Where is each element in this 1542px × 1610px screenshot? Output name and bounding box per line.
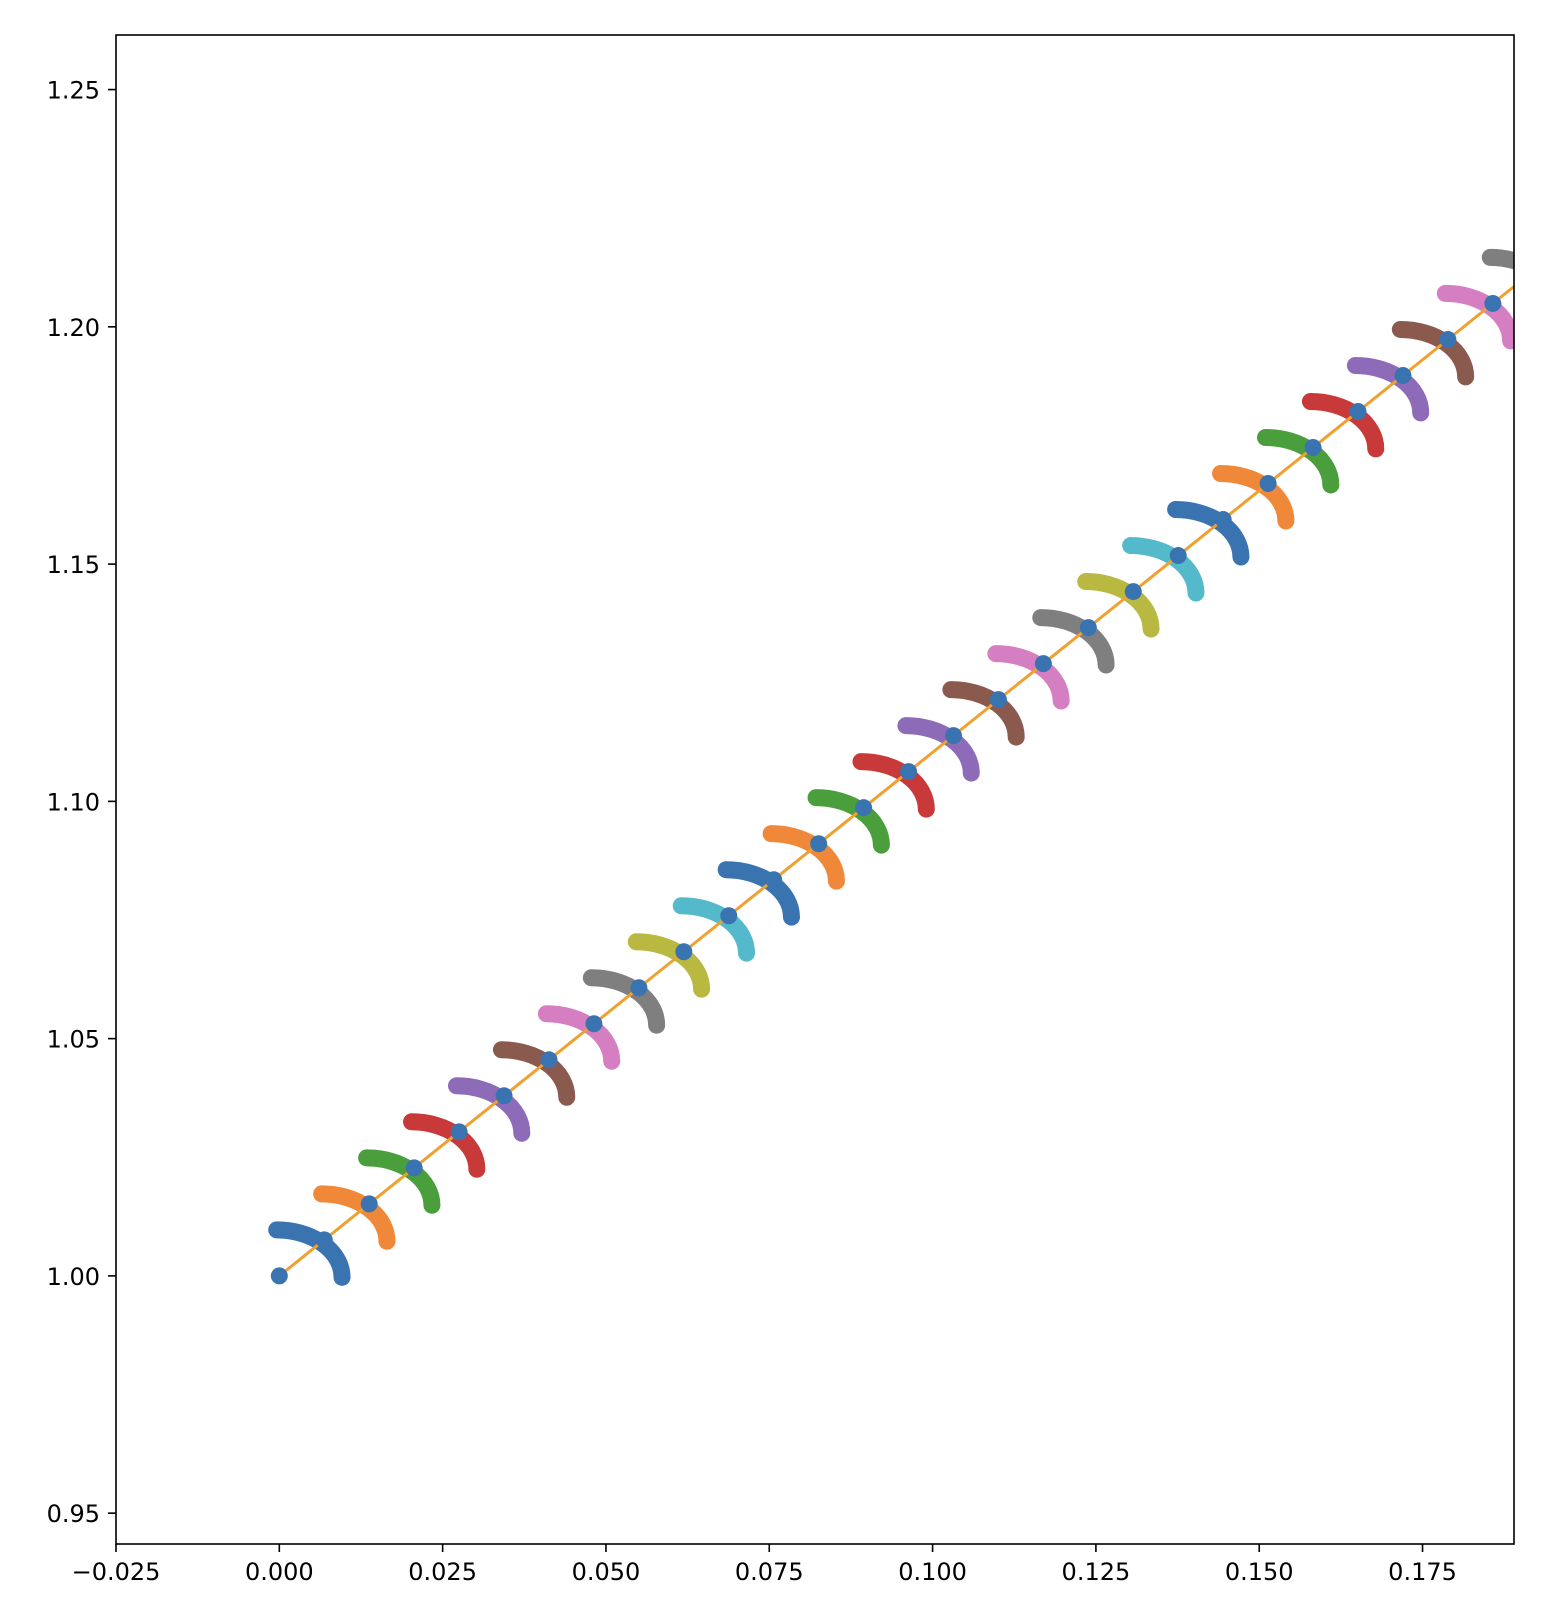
data-point <box>450 1123 468 1141</box>
x-tick-label: 0.050 <box>572 1558 641 1586</box>
data-point <box>1169 547 1187 565</box>
data-point <box>1484 294 1502 312</box>
data-point <box>1214 511 1232 529</box>
data-point <box>900 763 918 781</box>
plot-area <box>268 248 1514 1286</box>
axes-frame <box>115 34 1515 1545</box>
data-point <box>1124 583 1142 601</box>
data-point <box>944 727 962 745</box>
x-tick-label: 0.100 <box>898 1558 967 1586</box>
data-point <box>1439 330 1457 348</box>
data-point <box>270 1267 288 1285</box>
data-point <box>810 835 828 853</box>
y-tick-label: 1.10 <box>47 788 100 816</box>
data-point <box>360 1195 378 1213</box>
y-axis: 0.95 1.00 1.05 1.10 1.15 1.20 1.25 <box>47 77 116 1528</box>
x-axis: −0.025 0.000 0.025 0.050 0.075 0.100 0.125 0.15… <box>72 1544 1457 1586</box>
x-tick-label: −0.025 <box>72 1558 161 1586</box>
y-tick-label: 1.20 <box>47 314 100 342</box>
y-tick-label: 1.15 <box>47 551 100 579</box>
data-point <box>405 1159 423 1177</box>
data-point <box>630 979 648 997</box>
data-point <box>495 1087 513 1105</box>
y-tick-label: 1.00 <box>47 1263 100 1291</box>
data-point <box>675 943 693 961</box>
x-tick-label: 0.175 <box>1388 1558 1457 1586</box>
data-point <box>585 1015 603 1033</box>
arc-mark <box>1481 248 1514 270</box>
data-point <box>1079 619 1097 637</box>
data-point <box>1304 439 1322 457</box>
y-tick-label: 1.05 <box>47 1026 100 1054</box>
x-tick-label: 0.000 <box>245 1558 314 1586</box>
x-tick-label: 0.025 <box>408 1558 477 1586</box>
x-tick-label: 0.075 <box>735 1558 804 1586</box>
data-point <box>315 1231 333 1249</box>
data-point <box>540 1051 558 1069</box>
data-point <box>720 907 738 925</box>
x-tick-label: 0.150 <box>1225 1558 1294 1586</box>
data-point <box>855 799 873 817</box>
data-point <box>1394 366 1412 384</box>
data-point <box>1349 402 1367 420</box>
x-tick-label: 0.125 <box>1062 1558 1131 1586</box>
y-tick-label: 0.95 <box>47 1500 100 1528</box>
data-point <box>1259 475 1277 493</box>
data-point <box>1034 655 1052 673</box>
data-point <box>765 871 783 889</box>
y-tick-label: 1.25 <box>47 77 100 105</box>
data-point <box>989 691 1007 709</box>
